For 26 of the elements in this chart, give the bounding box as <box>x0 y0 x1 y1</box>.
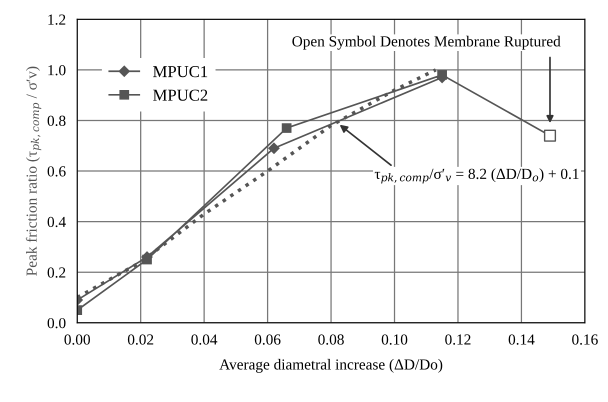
x-tick-label: 0.12 <box>445 334 470 345</box>
point <box>268 142 280 154</box>
point <box>437 70 447 80</box>
annotation: τ$_{pk,comp}$/σ′$_{v}$ = 8.2 (ΔD/D$_{o}$) + 0.1 <box>374 168 579 184</box>
y-axis-title: Peak friction ratio (τ$_{pk,comp}$ / σ′v) <box>26 66 42 276</box>
y-tick-label: 0.4 <box>48 216 66 228</box>
legend-label: MPUC1 <box>153 66 208 78</box>
x-tick-label: 0.08 <box>318 334 344 345</box>
x-tick-label: 0.10 <box>382 334 408 345</box>
x-tick-label: 0.14 <box>508 334 535 345</box>
x-tick-label: 0.16 <box>572 334 598 345</box>
annotation: Open Symbol Denotes Membrane Ruptured <box>292 36 561 50</box>
x-axis-title: Average diametral increase (ΔD/Do) <box>219 358 442 373</box>
x-tick-label: 0.02 <box>128 334 154 345</box>
x-tick-label: 0.06 <box>254 334 281 345</box>
y-tick-label: 0.2 <box>48 267 66 278</box>
x-tick-label: 0.04 <box>191 334 218 345</box>
y-tick-label: 0.8 <box>48 116 66 126</box>
point <box>282 123 292 133</box>
legend-label: MPUC2 <box>153 90 208 101</box>
y-tick-label: 1.0 <box>48 65 66 76</box>
y-tick-label: 0.0 <box>48 318 66 328</box>
point <box>142 254 152 264</box>
x-tick-label: 0.00 <box>64 334 90 345</box>
y-tick-label: 0.6 <box>48 166 66 177</box>
y-tick-label: 1.2 <box>48 14 66 25</box>
